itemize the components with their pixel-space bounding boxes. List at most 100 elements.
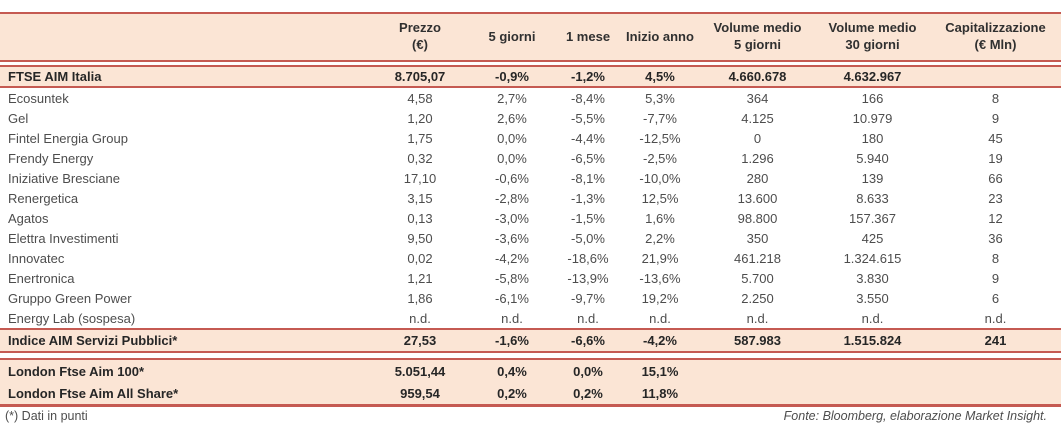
header-row: Prezzo (€) 5 giorni 1 mese Inizio anno V…: [0, 12, 1061, 62]
capitalizzazione-cell: n.d.: [984, 310, 1007, 326]
variazione-5-giorni-cell: -0,6%: [495, 170, 529, 186]
capitalizzazione-cell: 241: [930, 328, 1061, 353]
header-volume-medio-5: Volume medio 5 giorni: [700, 12, 815, 62]
capitalizzazione-cell: 6: [991, 290, 1000, 306]
aim-italia-table: Prezzo (€) 5 giorni 1 mese Inizio anno V…: [0, 12, 1061, 407]
header-volume-medio-5-line1: Volume medio: [713, 20, 802, 36]
prezzo-cell: 1,86: [407, 290, 433, 306]
company-name-cell: London Ftse Aim 100*: [0, 358, 372, 382]
capitalizzazione-cell: [930, 65, 1061, 88]
volume-medio-5-giorni-cell: 13.600: [737, 190, 778, 206]
prezzo-cell: 8.705,07: [372, 65, 468, 88]
variazione-5-giorni-cell: 2,7%: [497, 90, 527, 106]
prezzo-cell: 0,02: [407, 250, 433, 266]
variazione-1-mese-cell: -4,4%: [571, 130, 605, 146]
capitalizzazione-cell: 8: [991, 90, 1000, 106]
volume-medio-5-giorni-cell: 350: [746, 230, 769, 246]
header-prezzo-line1: Prezzo: [399, 20, 441, 36]
variazione-5-giorni-cell: -1,6%: [468, 328, 556, 353]
separator-gap: [0, 352, 1061, 359]
header-volume-medio-30-line1: Volume medio: [828, 20, 917, 36]
company-row: Ecosuntek 4,58 2,7% -8,4% 5,3% 364 166 8: [0, 87, 1061, 108]
footnote-dati-in-punti: (*) Dati in punti: [5, 409, 88, 423]
volume-medio-30-giorni-cell: 5.940: [856, 150, 889, 166]
variazione-1-mese-cell: -6,5%: [571, 150, 605, 166]
variazione-5-giorni-cell: -5,8%: [495, 270, 529, 286]
company-name-cell: Renergetica: [8, 190, 79, 206]
volume-medio-30-giorni-cell: 180: [861, 130, 884, 146]
variazione-5-giorni-cell: n.d.: [501, 310, 523, 326]
prezzo-cell: 0,13: [407, 210, 433, 226]
company-name-cell: Fintel Energia Group: [8, 130, 128, 146]
variazione-5-giorni-cell: -3,6%: [495, 230, 529, 246]
variazione-1-mese-cell: 0,2%: [556, 382, 620, 407]
header-1-mese-label: 1 mese: [565, 28, 611, 44]
prezzo-cell: 9,50: [407, 230, 433, 246]
variazione-5-giorni-cell: -0,9%: [468, 65, 556, 88]
variazione-5-giorni-cell: -3,0%: [495, 210, 529, 226]
company-row: Renergetica 3,15 -2,8% -1,3% 12,5% 13.60…: [0, 188, 1061, 208]
prezzo-cell: 4,58: [407, 90, 433, 106]
variazione-inizio-anno-cell: 19,2%: [641, 290, 679, 306]
indice-aim-servizi-pubblici-row: Indice AIM Servizi Pubblici* 27,53 -1,6% -6…: [0, 328, 1061, 353]
header-prezzo: Prezzo (€): [372, 12, 468, 62]
header-name-column: [0, 12, 372, 62]
volume-medio-5-giorni-cell: 1.296: [741, 150, 774, 166]
table-body: FTSE AIM Italia 8.705,07 -0,9% -1,2% 4,5% 4.6…: [0, 61, 1061, 407]
capitalizzazione-cell: 23: [988, 190, 1003, 206]
header-volume-medio-30-line2: 30 giorni: [845, 37, 900, 52]
variazione-inizio-anno-cell: -13,6%: [639, 270, 681, 286]
company-row: Enertronica 1,21 -5,8% -13,9% -13,6% 5.7…: [0, 268, 1061, 288]
variazione-5-giorni-cell: -6,1%: [495, 290, 529, 306]
variazione-inizio-anno-cell: -12,5%: [639, 130, 681, 146]
prezzo-cell: 27,53: [372, 328, 468, 353]
company-row: Frendy Energy 0,32 0,0% -6,5% -2,5% 1.29…: [0, 148, 1061, 168]
volume-medio-30-giorni-cell: 10.979: [852, 110, 893, 126]
volume-medio-5-giorni-cell: 5.700: [741, 270, 774, 286]
variazione-1-mese-cell: -1,5%: [571, 210, 605, 226]
variazione-5-giorni-cell: 0,2%: [468, 382, 556, 407]
header-volume-medio-5-line2: 5 giorni: [734, 37, 781, 52]
prezzo-cell: 17,10: [403, 170, 437, 186]
company-name-cell: London Ftse Aim All Share*: [0, 382, 372, 407]
volume-medio-5-giorni-cell: 98.800: [737, 210, 778, 226]
variazione-inizio-anno-cell: -7,7%: [643, 110, 677, 126]
variazione-inizio-anno-cell: -4,2%: [620, 328, 700, 353]
volume-medio-30-giorni-cell: n.d.: [861, 310, 884, 326]
variazione-inizio-anno-cell: 2,2%: [645, 230, 675, 246]
variazione-5-giorni-cell: 2,6%: [497, 110, 527, 126]
variazione-1-mese-cell: n.d.: [577, 310, 599, 326]
variazione-inizio-anno-cell: 1,6%: [645, 210, 675, 226]
capitalizzazione-cell: 8: [991, 250, 1000, 266]
prezzo-cell: 5.051,44: [372, 358, 468, 382]
header-volume-medio-30: Volume medio 30 giorni: [815, 12, 930, 62]
company-name-cell: Energy Lab (sospesa): [8, 310, 136, 326]
capitalizzazione-cell: 9: [991, 110, 1000, 126]
company-row: Elettra Investimenti 9,50 -3,6% -5,0% 2,…: [0, 228, 1061, 248]
company-name-cell: Ecosuntek: [8, 90, 69, 106]
london-ftse-aim-100-row: London Ftse Aim 100* 5.051,44 0,4% 0,0% 15,1…: [0, 358, 1061, 382]
prezzo-cell: 959,54: [372, 382, 468, 407]
company-name-cell: Enertronica: [8, 270, 75, 286]
volume-medio-30-giorni-cell: 425: [861, 230, 884, 246]
variazione-inizio-anno-cell: 4,5%: [620, 65, 700, 88]
variazione-1-mese-cell: -6,6%: [556, 328, 620, 353]
volume-medio-30-giorni-cell: 3.830: [856, 270, 889, 286]
volume-medio-5-giorni-cell: [700, 382, 815, 407]
header-1-mese: 1 mese: [556, 12, 620, 62]
company-row: Gruppo Green Power 1,86 -6,1% -9,7% 19,2…: [0, 288, 1061, 308]
variazione-1-mese-cell: -18,6%: [567, 250, 609, 266]
company-name-cell: FTSE AIM Italia: [0, 65, 372, 88]
prezzo-cell: 1,20: [407, 110, 433, 126]
variazione-1-mese-cell: -1,3%: [571, 190, 605, 206]
company-row: Fintel Energia Group 1,75 0,0% -4,4% -12…: [0, 128, 1061, 148]
volume-medio-5-giorni-cell: 280: [746, 170, 769, 186]
variazione-1-mese-cell: -8,4%: [571, 90, 605, 106]
variazione-1-mese-cell: -13,9%: [567, 270, 609, 286]
variazione-inizio-anno-cell: -2,5%: [643, 150, 677, 166]
volume-medio-5-giorni-cell: 0: [753, 130, 762, 146]
variazione-1-mese-cell: -5,5%: [571, 110, 605, 126]
variazione-5-giorni-cell: 0,0%: [497, 130, 527, 146]
header-5-giorni-label: 5 giorni: [488, 28, 536, 44]
